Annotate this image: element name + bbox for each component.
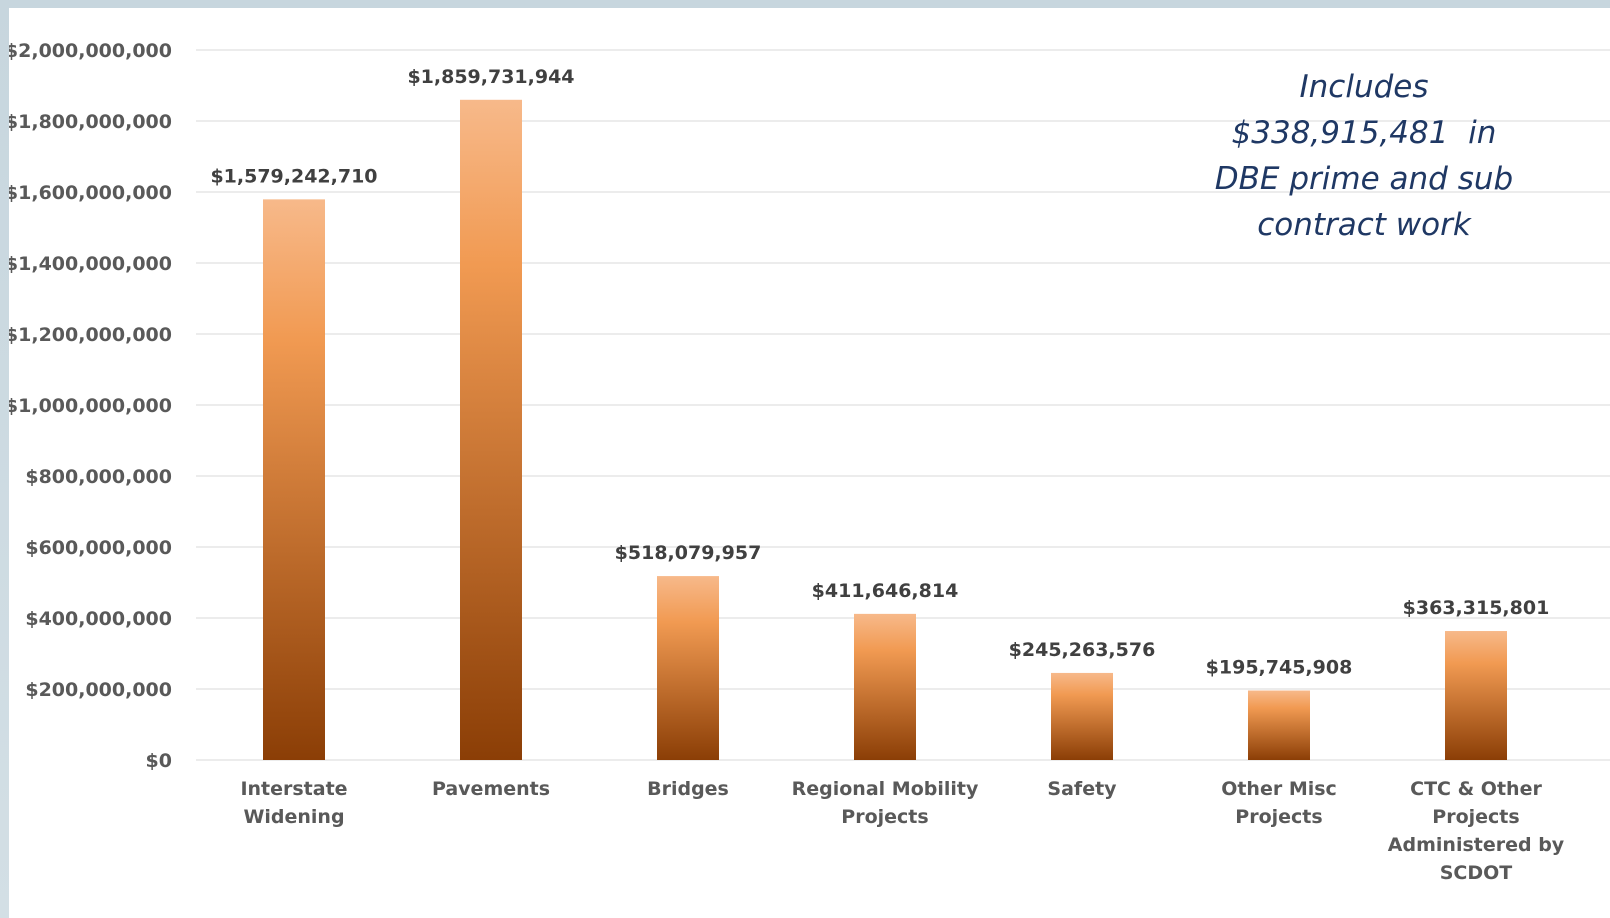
y-tick-label: $1,000,000,000 bbox=[9, 395, 172, 417]
bar bbox=[263, 199, 325, 760]
y-tick-label: $800,000,000 bbox=[25, 466, 172, 488]
data-label: $363,315,801 bbox=[1403, 597, 1550, 619]
data-label: $518,079,957 bbox=[615, 542, 762, 564]
bars bbox=[263, 99, 1507, 760]
bar bbox=[460, 99, 522, 760]
x-tick-label: SCDOT bbox=[1440, 862, 1513, 884]
data-label: $411,646,814 bbox=[812, 580, 959, 602]
y-tick-label: $200,000,000 bbox=[25, 679, 172, 701]
y-tick-label: $1,400,000,000 bbox=[9, 253, 172, 275]
y-axis-ticks: $0 $200,000,000 $400,000,000 $600,000,000 $8… bbox=[9, 40, 172, 772]
bar bbox=[1051, 672, 1113, 760]
x-tick-label: Projects bbox=[1432, 806, 1519, 828]
x-tick-label: Bridges bbox=[647, 778, 729, 800]
y-tick-label: $1,600,000,000 bbox=[9, 182, 172, 204]
x-tick-label: Administered by bbox=[1388, 834, 1565, 856]
x-tick-label: Safety bbox=[1047, 778, 1117, 800]
y-tick-label: $400,000,000 bbox=[25, 608, 172, 630]
bar bbox=[657, 576, 719, 760]
y-tick-label: $1,200,000,000 bbox=[9, 324, 172, 346]
bar bbox=[1445, 631, 1507, 760]
data-label: $1,859,731,944 bbox=[407, 66, 574, 88]
gridlines bbox=[196, 49, 1610, 761]
y-tick-label: $600,000,000 bbox=[25, 537, 172, 559]
data-label: $245,263,576 bbox=[1009, 639, 1156, 661]
data-labels: $1,579,242,710 $1,859,731,944 $518,079,957… bbox=[210, 66, 1549, 679]
y-tick-label: $0 bbox=[146, 750, 172, 772]
x-axis-ticks: Interstate Widening Pavements Bridges Region… bbox=[240, 778, 1564, 884]
x-tick-label: Pavements bbox=[432, 778, 550, 800]
bar-chart: $0 $200,000,000 $400,000,000 $600,000,000 $8… bbox=[9, 40, 1610, 884]
annotation-line: $338,915,481 in bbox=[1231, 115, 1497, 151]
annotation-line: contract work bbox=[1257, 207, 1471, 243]
x-tick-label: Other Misc bbox=[1221, 778, 1337, 800]
dbe-annotation: Includes $338,915,481 in DBE prime and s… bbox=[1149, 64, 1579, 248]
annotation-line: Includes bbox=[1299, 69, 1429, 105]
y-tick-label: $2,000,000,000 bbox=[9, 40, 172, 62]
data-label: $195,745,908 bbox=[1206, 657, 1353, 679]
chart-frame: $0 $200,000,000 $400,000,000 $600,000,000 $8… bbox=[9, 8, 1610, 918]
x-tick-label: Interstate bbox=[240, 778, 347, 800]
data-label: $1,579,242,710 bbox=[210, 165, 377, 187]
x-tick-label: CTC & Other bbox=[1410, 778, 1542, 800]
x-tick-label: Widening bbox=[243, 806, 344, 828]
x-tick-label: Regional Mobility bbox=[792, 778, 979, 800]
x-tick-label: Projects bbox=[1235, 806, 1322, 828]
annotation-line: DBE prime and sub bbox=[1214, 161, 1514, 197]
bar bbox=[854, 613, 916, 760]
bar bbox=[1248, 690, 1310, 760]
x-tick-label: Projects bbox=[841, 806, 928, 828]
y-tick-label: $1,800,000,000 bbox=[9, 111, 172, 133]
